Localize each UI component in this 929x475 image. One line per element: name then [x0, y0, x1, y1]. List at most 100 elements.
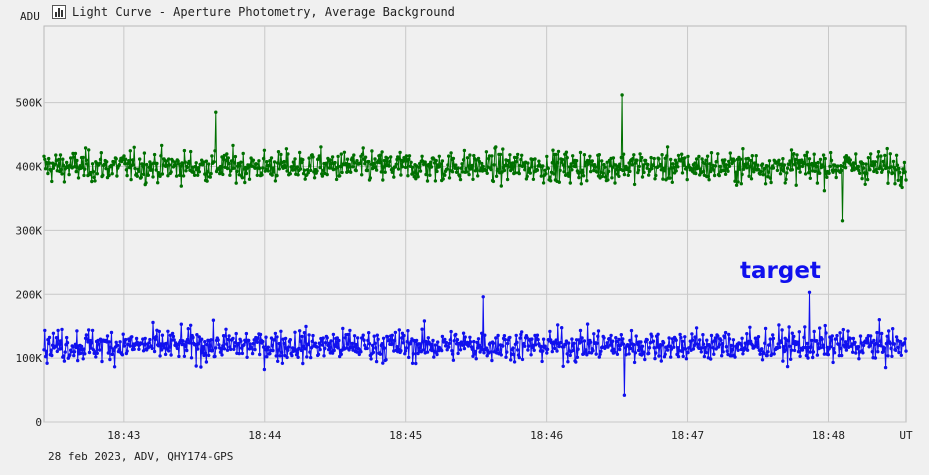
data-point [128, 344, 132, 348]
data-point [400, 336, 404, 340]
data-point [130, 158, 135, 162]
data-point [883, 346, 887, 350]
data-point [363, 162, 367, 166]
data-point [781, 169, 786, 173]
data-point [738, 342, 743, 346]
data-point [571, 154, 575, 158]
data-point [90, 341, 94, 345]
data-point [832, 347, 836, 351]
data-point [640, 155, 644, 160]
data-point [194, 161, 198, 165]
data-point [145, 162, 149, 167]
data-point [195, 333, 199, 337]
data-point [407, 154, 412, 158]
data-point [462, 148, 467, 153]
data-point [196, 347, 200, 351]
data-point [354, 168, 358, 173]
data-point [645, 166, 649, 170]
data-point [167, 349, 171, 353]
data-point [811, 163, 816, 168]
data-point [480, 331, 484, 335]
data-point [352, 345, 356, 349]
data-point [253, 347, 257, 352]
data-point [53, 162, 57, 166]
data-point [680, 349, 684, 353]
data-point [382, 158, 387, 163]
data-point [564, 150, 569, 154]
data-point [122, 344, 126, 348]
data-point [75, 329, 79, 333]
data-point [447, 154, 451, 158]
data-point [765, 353, 769, 358]
data-point [759, 169, 763, 174]
data-point [511, 161, 515, 165]
data-point [65, 335, 69, 340]
data-point [374, 168, 379, 172]
data-point [709, 333, 714, 338]
data-point [348, 328, 352, 333]
data-point [406, 174, 410, 178]
data-point [203, 172, 207, 176]
data-point [73, 342, 78, 346]
data-point [665, 145, 670, 149]
data-point [811, 355, 815, 360]
data-point [351, 165, 355, 169]
data-point [301, 158, 305, 162]
data-point [255, 173, 259, 177]
data-point [499, 184, 503, 188]
data-point [614, 339, 619, 344]
data-point [158, 174, 162, 178]
data-point [312, 176, 317, 180]
data-point [638, 152, 642, 156]
data-point [544, 172, 548, 176]
data-point [352, 153, 356, 157]
data-point [59, 167, 63, 172]
data-point [805, 341, 809, 346]
data-point [58, 339, 63, 343]
data-point [183, 160, 187, 164]
data-point [85, 162, 89, 166]
data-point [294, 353, 299, 357]
data-point [147, 341, 151, 345]
data-point [805, 150, 809, 154]
data-point [543, 344, 547, 348]
data-point [749, 177, 754, 181]
data-point [445, 348, 449, 352]
data-point [712, 173, 717, 178]
data-point [672, 345, 676, 349]
data-point [889, 346, 893, 351]
data-point [109, 330, 114, 335]
data-point [296, 173, 300, 177]
data-point [480, 348, 485, 352]
data-point [274, 354, 278, 358]
data-point [107, 340, 111, 344]
data-point [210, 154, 214, 158]
data-point [226, 156, 230, 160]
data-point [394, 162, 398, 166]
data-point [90, 179, 94, 184]
data-point [366, 338, 370, 343]
data-point [731, 347, 735, 352]
data-point [781, 157, 785, 161]
data-point [656, 332, 660, 336]
data-point [216, 338, 220, 342]
data-point [476, 337, 481, 341]
data-point [711, 346, 715, 350]
data-point [278, 354, 282, 358]
data-point [258, 352, 262, 357]
data-point [766, 350, 770, 354]
data-point [693, 161, 697, 165]
data-point [902, 160, 907, 165]
data-point [359, 350, 363, 354]
data-point [570, 337, 574, 341]
data-point [461, 343, 465, 347]
data-point [818, 171, 822, 175]
data-point [247, 338, 251, 343]
data-point [188, 341, 192, 345]
data-point [873, 356, 878, 360]
data-point [146, 173, 150, 177]
data-point [403, 352, 407, 356]
data-point [154, 335, 158, 339]
data-point [200, 351, 205, 355]
data-point [224, 327, 228, 331]
